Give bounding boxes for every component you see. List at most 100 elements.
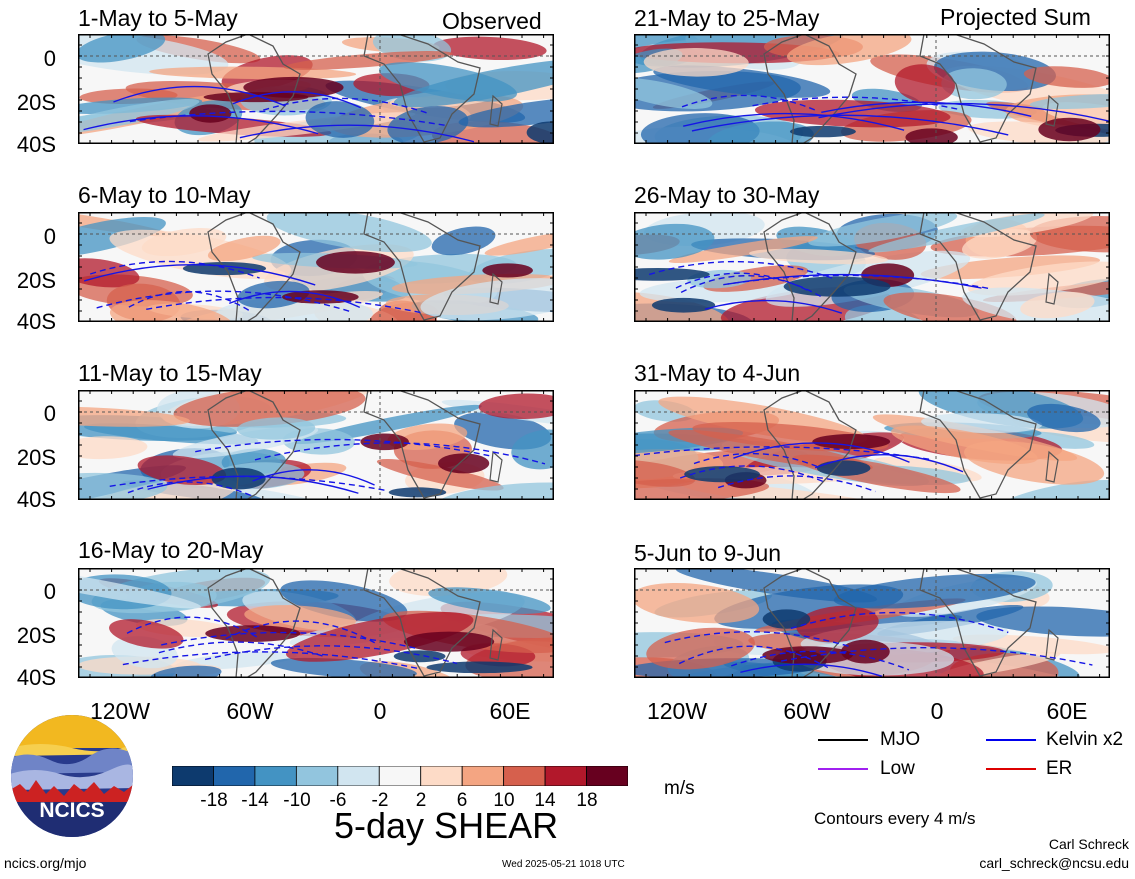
coastline-madagascar — [1045, 450, 1059, 483]
shear-anomaly-patch — [207, 235, 281, 262]
shear-anomaly-patch — [109, 300, 235, 322]
shear-anomaly-core — [905, 128, 958, 144]
shear-anomaly-patch — [894, 64, 955, 103]
kelvin-contour — [780, 647, 1093, 666]
shear-anomaly-core — [211, 467, 266, 490]
colorbar-swatch — [503, 766, 546, 786]
colorbar-title: 5-day SHEAR — [334, 805, 559, 846]
kelvin-contour — [96, 290, 352, 313]
shear-anomaly-patch — [78, 436, 148, 460]
colorbar-label: 2 — [415, 790, 427, 811]
lat-label: 20S — [16, 90, 56, 115]
shear-map — [78, 390, 554, 500]
coastline-africa — [363, 212, 481, 321]
kelvin-contour — [113, 85, 286, 107]
kelvin-contour — [680, 275, 821, 298]
coastline-south-america — [763, 34, 857, 144]
shear-anomaly-patch — [420, 278, 554, 321]
shear-anomaly-patch — [868, 213, 1045, 253]
kelvin-contour — [679, 465, 825, 483]
kelvin-contour — [693, 452, 821, 469]
colorbar-swatch — [461, 766, 505, 786]
shear-anomaly-patch — [458, 96, 554, 128]
colorbar-swatch — [295, 766, 339, 786]
lon-label: 120W — [89, 698, 151, 724]
legend-line-er — [986, 768, 1036, 770]
panel-title: 26-May to 30-May — [634, 182, 820, 208]
kelvin-contour — [158, 641, 326, 658]
coastline-africa — [363, 34, 481, 143]
panel-title: 16-May to 20-May — [78, 537, 264, 563]
coastline-south-america — [207, 212, 301, 322]
shear-anomaly-patch — [266, 212, 432, 253]
coastline-south-america — [763, 390, 857, 500]
shear-anomaly-patch — [173, 390, 366, 427]
footer-author: Carl Schreck — [1048, 836, 1129, 852]
shear-anomaly-patch — [478, 393, 554, 420]
coastline-south-america — [763, 212, 857, 322]
shear-anomaly-patch — [280, 580, 408, 622]
lat-label: 0 — [43, 579, 56, 604]
lat-label: 0 — [43, 46, 56, 71]
legend-line-kelvin — [986, 739, 1036, 741]
coastline-madagascar — [489, 628, 503, 661]
kelvin-contour — [254, 442, 546, 465]
shear-anomaly-core — [651, 297, 716, 313]
kelvin-contour — [727, 273, 982, 289]
coastline-madagascar — [1045, 272, 1059, 305]
ncics-logo: NCICS — [10, 714, 134, 838]
colorbar-swatch — [378, 766, 422, 786]
contour-note: Contours every 4 m/s — [814, 809, 976, 828]
panel-title: 6-May to 10-May — [78, 182, 251, 208]
shear-anomaly-patch — [796, 605, 879, 643]
kelvin-contour — [232, 91, 362, 109]
kelvin-contour — [740, 663, 883, 678]
shear-anomaly-core — [403, 631, 495, 652]
shear-anomaly-core — [789, 125, 856, 138]
kelvin-contour — [717, 475, 876, 493]
shear-map — [634, 34, 1110, 144]
panel-title: 5-Jun to 9-Jun — [634, 540, 782, 566]
shear-anomaly-patch — [891, 425, 1038, 465]
coastline-madagascar — [489, 94, 503, 127]
shear-anomaly-patch — [432, 36, 547, 61]
shear-map — [78, 568, 554, 678]
shear-anomaly-patch — [305, 101, 375, 138]
shear-map — [634, 390, 1110, 500]
shear-anomaly-patch — [668, 236, 818, 264]
shear-anomaly-patch — [706, 121, 814, 144]
lat-label: 0 — [43, 401, 56, 426]
shear-anomaly-patch — [78, 568, 201, 609]
coastline-south-america — [207, 34, 301, 144]
coastline-africa — [919, 34, 1037, 143]
legend-line-low — [818, 768, 868, 770]
projected-sum-label: Projected Sum — [940, 4, 1091, 30]
shear-anomaly-core — [316, 251, 395, 274]
shear-anomaly-patch — [236, 417, 316, 440]
kelvin-contour — [239, 124, 475, 143]
shear-anomaly-patch — [150, 665, 222, 678]
footer-url: ncics.org/mjo — [4, 855, 87, 871]
shear-anomaly-core — [526, 121, 554, 144]
shear-anomaly-core — [438, 453, 490, 474]
kelvin-contour — [648, 260, 834, 280]
shear-anomaly-core — [816, 460, 871, 476]
shear-anomaly-patch — [808, 212, 958, 247]
shear-anomaly-core — [388, 487, 447, 498]
colorbar-swatch — [544, 766, 587, 786]
colorbar-label: -6 — [329, 790, 347, 811]
shear-anomaly-patch — [270, 657, 417, 678]
colorbar-unit: m/s — [664, 778, 695, 799]
colorbar-label: 10 — [493, 790, 515, 811]
shear-anomaly-patch — [237, 280, 310, 309]
shear-anomaly-patch — [78, 34, 166, 63]
shear-anomaly-patch — [786, 34, 912, 66]
shear-map — [634, 568, 1110, 678]
kelvin-contour — [683, 112, 905, 131]
shear-anomaly-patch — [754, 99, 951, 128]
colorbar-swatch — [586, 766, 628, 786]
colorbar-swatch — [254, 766, 297, 786]
shear-anomaly-patch — [1042, 102, 1110, 133]
kelvin-contour — [821, 101, 1032, 118]
shear-anomaly-core — [634, 267, 710, 281]
